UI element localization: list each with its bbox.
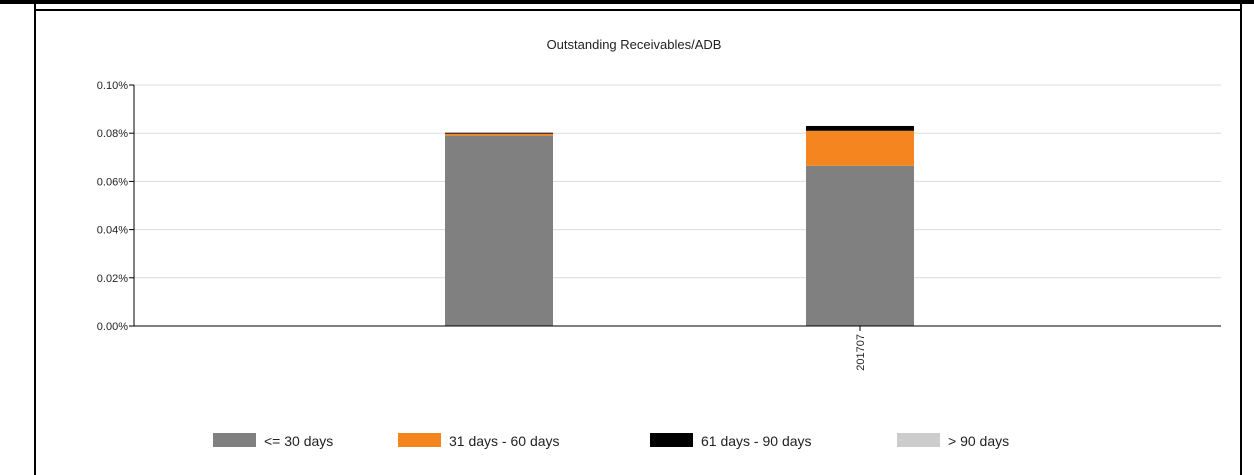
legend: <= 30 days 31 days - 60 days 61 days - 90 … xyxy=(213,433,1009,449)
y-tick-label: 0.08% xyxy=(97,128,128,140)
legend-swatch xyxy=(398,433,441,447)
left-border xyxy=(34,4,36,475)
chart-title: Outstanding Receivables/ADB xyxy=(547,37,722,52)
legend-label: <= 30 days xyxy=(264,433,333,449)
bar-segment xyxy=(806,130,914,166)
bar-segment xyxy=(445,132,553,134)
right-border xyxy=(1240,4,1242,475)
legend-swatch xyxy=(650,433,693,447)
y-tick-label: 0.02% xyxy=(97,273,128,285)
grid-lines xyxy=(134,84,1221,279)
inner-top-border xyxy=(34,9,1242,11)
legend-label: 61 days - 90 days xyxy=(701,433,812,449)
legend-swatch xyxy=(897,433,940,447)
y-tick-label: 0.10% xyxy=(97,80,128,92)
y-tick-label: 0.06% xyxy=(97,176,128,188)
legend-label: 31 days - 60 days xyxy=(449,433,560,449)
bar-segment xyxy=(445,135,553,326)
bar-segment xyxy=(806,165,914,326)
legend-label: > 90 days xyxy=(948,433,1009,449)
x-tick-label: 201707 xyxy=(855,334,867,371)
bars xyxy=(445,125,914,326)
y-tick-label: 0.04% xyxy=(97,225,128,237)
x-axis: 201707 xyxy=(134,325,1221,371)
top-border xyxy=(0,0,1254,4)
bar-segment xyxy=(445,133,553,136)
y-tick-label: 0.00% xyxy=(97,321,128,333)
bar-segment xyxy=(806,125,914,131)
legend-swatch xyxy=(213,433,256,447)
y-axis: 0.00% 0.02% 0.04% 0.06% 0.08% 0.10% xyxy=(97,80,135,333)
